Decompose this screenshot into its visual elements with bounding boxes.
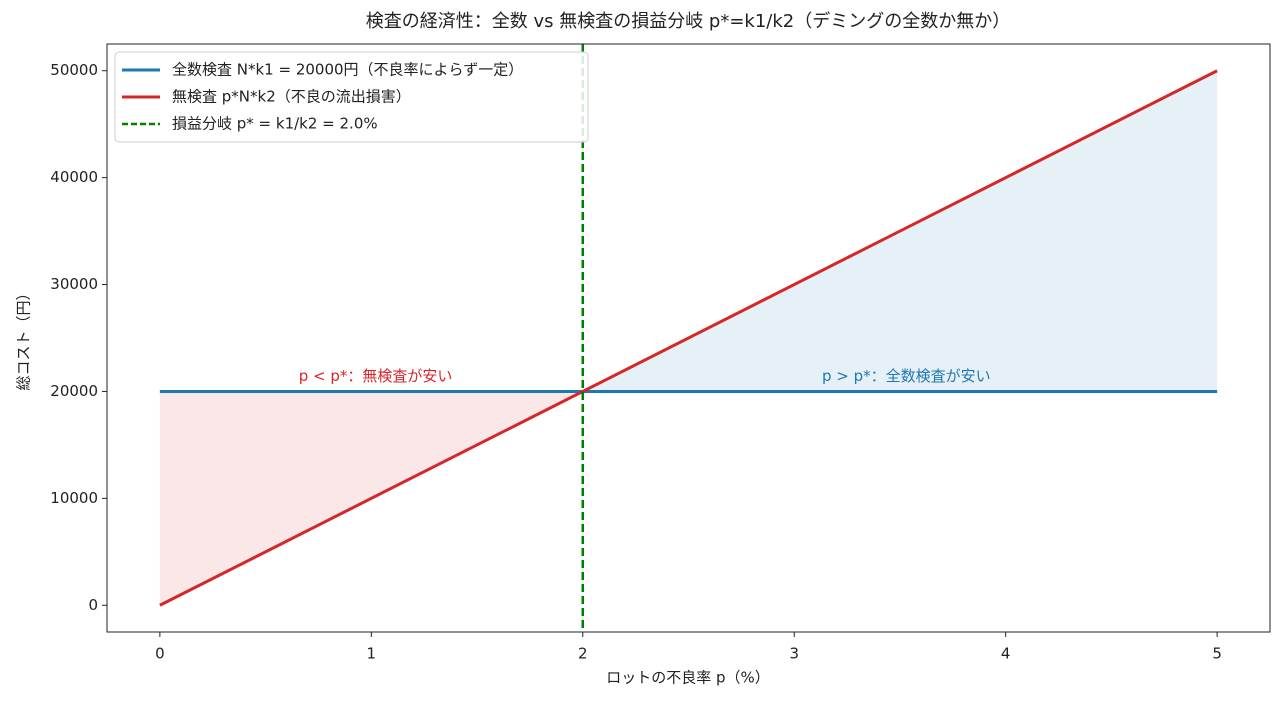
x-tick-label: 3: [789, 645, 799, 663]
y-axis-label: 総コスト（円）: [15, 285, 33, 390]
x-tick-label: 1: [367, 645, 377, 663]
y-tick-label: 50000: [50, 61, 98, 79]
series-line: [159, 69, 1218, 607]
x-tick-label: 4: [1001, 645, 1011, 663]
y-tick-label: 10000: [50, 489, 98, 507]
x-tick-label: 2: [578, 645, 588, 663]
x-tick-label: 5: [1212, 645, 1222, 663]
plot-frame: [106, 43, 1271, 633]
chart-title: 検査の経済性：全数 vs 無検査の損益分岐 p*=k1/k2（デミングの全数か無…: [366, 11, 1011, 32]
legend-label: 損益分岐 p* = k1/k2 = 2.0%: [172, 115, 378, 133]
y-tick-label: 20000: [50, 382, 98, 400]
annotation: p < p*：無検査が安い: [299, 367, 453, 385]
legend-box: [114, 51, 589, 143]
x-tick-label: 0: [155, 645, 165, 663]
x-axis-label: ロットの不良率 p（%）: [606, 669, 770, 687]
y-tick-label: 40000: [50, 168, 98, 186]
y-tick-label: 30000: [50, 275, 98, 293]
legend-label: 無検査 p*N*k2（不良の流出損害）: [172, 88, 411, 106]
legend-label: 全数検査 N*k1 = 20000円（不良率によらず一定）: [172, 61, 523, 79]
y-tick-label: 0: [88, 596, 98, 614]
annotation: p > p*：全数検査が安い: [822, 367, 991, 385]
